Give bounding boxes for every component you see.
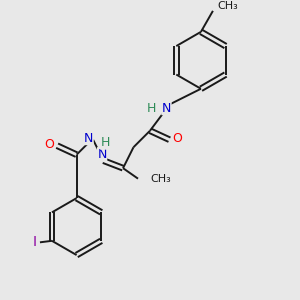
Text: N: N (98, 148, 107, 160)
Text: O: O (45, 138, 55, 151)
Text: O: O (172, 132, 182, 145)
Text: H: H (147, 102, 156, 115)
Text: CH₃: CH₃ (150, 174, 171, 184)
Text: N: N (162, 102, 171, 115)
Text: H: H (100, 136, 110, 149)
Text: CH₃: CH₃ (218, 2, 238, 11)
Text: N: N (84, 132, 93, 145)
Text: I: I (33, 235, 37, 249)
